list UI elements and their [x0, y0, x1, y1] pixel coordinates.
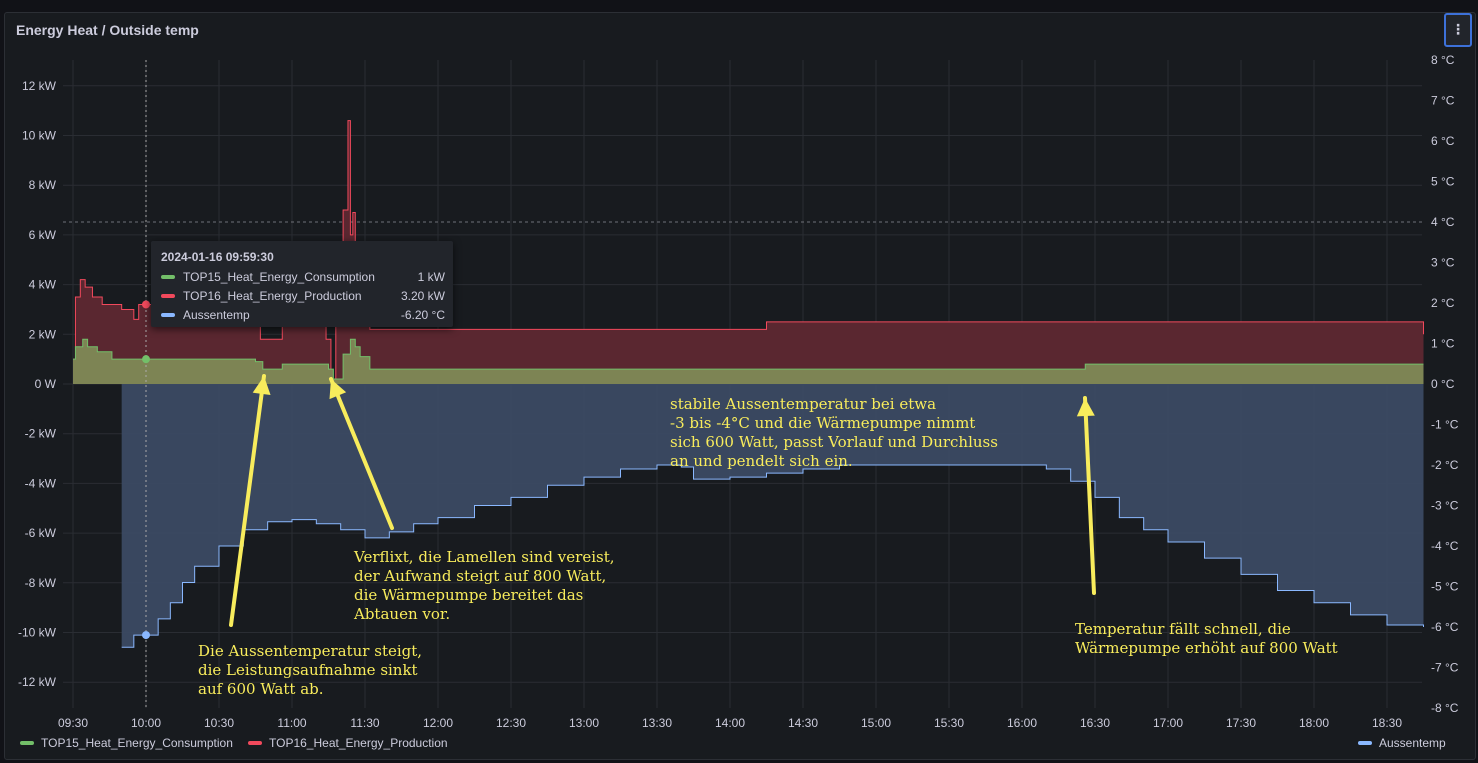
y-left-tick-label: -6 kW — [25, 526, 57, 540]
y-left-tick-label: 10 kW — [22, 129, 57, 143]
annotation-arrow-frozen — [329, 377, 394, 530]
annotation-arrow-frozen-head — [329, 379, 347, 400]
x-tick-label: 13:30 — [642, 716, 672, 730]
tooltip-series-name: TOP15_Heat_Energy_Consumption — [183, 270, 375, 284]
hover-tooltip: 2024-01-16 09:59:30 TOP15_Heat_Energy_Co… — [151, 241, 453, 327]
y-right-tick-label: 8 °C — [1431, 53, 1455, 67]
x-tick-label: 15:00 — [861, 716, 891, 730]
temp-hover-point — [142, 631, 150, 640]
production-legend-icon — [248, 741, 262, 745]
y-right-tick-label: -1 °C — [1431, 418, 1459, 432]
tooltip-series-value: 3.20 kW — [400, 289, 445, 303]
tooltip-row-consumption: TOP15_Heat_Energy_Consumption 1 kW — [161, 269, 445, 285]
production-swatch-icon — [161, 294, 175, 298]
x-tick-label: 17:30 — [1226, 716, 1256, 730]
y-right-tick-label: 2 °C — [1431, 296, 1455, 310]
production-hover-point — [142, 300, 150, 309]
annotation-rising: Die Aussentemperatur steigt, die Leistun… — [198, 642, 423, 698]
x-tick-label: 17:00 — [1153, 716, 1183, 730]
legend-label: TOP15_Heat_Energy_Consumption — [41, 736, 233, 750]
x-tick-label: 11:00 — [277, 716, 306, 730]
x-tick-label: 12:30 — [496, 716, 526, 730]
x-tick-label: 15:30 — [934, 716, 964, 730]
tooltip-series-value: 1 kW — [417, 270, 445, 284]
tooltip-row-production: TOP16_Heat_Energy_Production 3.20 kW — [161, 288, 445, 304]
x-tick-label: 14:00 — [715, 716, 745, 730]
consumption-area — [73, 339, 1424, 384]
consumption-line — [73, 338, 1424, 380]
x-tick-label: 11:30 — [350, 716, 379, 730]
y-right-tick-label: 6 °C — [1431, 134, 1455, 148]
panel-title: Energy Heat / Outside temp — [16, 22, 199, 38]
x-tick-label: 12:00 — [423, 716, 453, 730]
y-right-tick-label: -4 °C — [1431, 539, 1459, 553]
y-left-tick-label: -2 kW — [25, 427, 57, 441]
y-right-tick-label: 1 °C — [1431, 337, 1455, 351]
temp-area — [121, 384, 1424, 648]
y-left-tick-label: 4 kW — [29, 278, 57, 292]
x-tick-label: 10:30 — [204, 716, 234, 730]
y-right-tick-label: 4 °C — [1431, 215, 1455, 229]
x-tick-label: 13:00 — [569, 716, 599, 730]
y-left-tick-label: 6 kW — [29, 228, 57, 242]
consumption-hover-point — [142, 355, 150, 364]
y-left-tick-label: 8 kW — [29, 178, 57, 192]
y-left-tick-label: -10 kW — [18, 626, 57, 640]
y-left-tick-label: -8 kW — [25, 576, 57, 590]
tooltip-series-name: TOP16_Heat_Energy_Production — [183, 289, 362, 303]
legend-label: TOP16_Heat_Energy_Production — [269, 736, 448, 750]
tooltip-series-name: Aussentemp — [183, 308, 250, 322]
x-tick-label: 16:00 — [1007, 716, 1037, 730]
annotation-arrow-falling — [1083, 396, 1096, 595]
y-right-tick-label: -7 °C — [1431, 661, 1459, 675]
y-right-tick-label: -6 °C — [1431, 620, 1459, 634]
y-left-tick-label: -12 kW — [18, 675, 57, 689]
x-tick-label: 14:30 — [788, 716, 818, 730]
annotation-arrow-rising-head — [252, 376, 271, 396]
y-right-tick-label: -8 °C — [1431, 701, 1459, 715]
y-right-tick-label: 0 °C — [1431, 377, 1455, 391]
annotation-frozen: Verflixt, die Lamellen sind vereist, der… — [354, 548, 615, 623]
y-right-tick-label: -5 °C — [1431, 580, 1459, 594]
y-right-tick-label: 5 °C — [1431, 175, 1455, 189]
x-tick-label: 16:30 — [1080, 716, 1110, 730]
tooltip-time: 2024-01-16 09:59:30 — [161, 250, 274, 264]
annotation-stable: stabile Aussentemperatur bei etwa -3 bis… — [670, 395, 998, 470]
consumption-legend-icon — [20, 741, 34, 745]
annotation-arrow-rising — [229, 374, 266, 627]
legend-item-consumption[interactable]: TOP15_Heat_Energy_Consumption — [20, 736, 233, 750]
panel-menu-button[interactable]: ⋮ — [1444, 13, 1472, 47]
tooltip-row-temp: Aussentemp -6.20 °C — [161, 307, 445, 323]
y-left-tick-label: 12 kW — [22, 79, 57, 93]
y-right-tick-label: -3 °C — [1431, 499, 1459, 513]
y-left-tick-label: 0 W — [35, 377, 57, 391]
y-right-tick-label: 7 °C — [1431, 94, 1455, 108]
x-tick-label: 18:30 — [1372, 716, 1402, 730]
x-tick-label: 18:00 — [1299, 716, 1329, 730]
legend-label: Aussentemp — [1379, 736, 1446, 750]
annotation-falling: Temperatur fällt schnell, die Wärmepumpe… — [1075, 620, 1338, 657]
temp-legend-icon — [1358, 741, 1372, 745]
temp-swatch-icon — [161, 313, 175, 317]
tooltip-series-value: -6.20 °C — [400, 308, 445, 322]
annotation-arrow-falling-head — [1076, 398, 1095, 417]
consumption-swatch-icon — [161, 275, 175, 279]
legend-item-temp[interactable]: Aussentemp — [1358, 736, 1446, 750]
y-left-tick-label: -4 kW — [25, 476, 57, 490]
kebab-menu-icon: ⋮ — [1451, 22, 1465, 38]
x-tick-label: 10:00 — [131, 716, 161, 730]
x-tick-label: 09:30 — [58, 716, 88, 730]
y-right-tick-label: -2 °C — [1431, 458, 1459, 472]
y-left-tick-label: 2 kW — [29, 327, 57, 341]
y-right-tick-label: 3 °C — [1431, 256, 1455, 270]
legend-item-production[interactable]: TOP16_Heat_Energy_Production — [248, 736, 448, 750]
